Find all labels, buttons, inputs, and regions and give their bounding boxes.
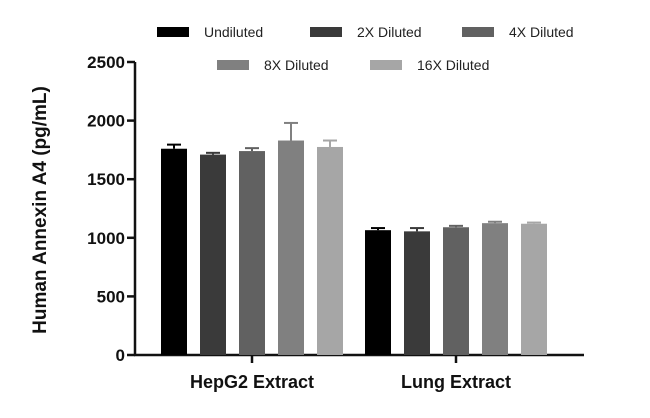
- legend-swatch: [217, 60, 249, 70]
- legend-swatch: [462, 27, 494, 37]
- bar: [278, 140, 304, 355]
- y-axis-title: Human Annexin A4 (pg/mL): [30, 86, 51, 334]
- bars: [161, 121, 547, 355]
- bar: [365, 230, 391, 355]
- y-axis: 0 500 1000 1500 2000 2500: [87, 53, 137, 365]
- legend: Undiluted 2X Diluted 4X Diluted 8X Diluted 1…: [157, 24, 574, 73]
- y-tick-label: 1000: [87, 229, 125, 248]
- legend-label: 4X Diluted: [509, 24, 574, 40]
- legend-label: 8X Diluted: [264, 57, 329, 73]
- x-axis: HepG2 Extract Lung Extract: [134, 353, 584, 392]
- legend-swatch: [157, 27, 189, 37]
- y-tick-label: 1500: [87, 170, 125, 189]
- bar: [317, 146, 343, 355]
- legend-label: Undiluted: [204, 24, 263, 40]
- y-tick-label: 2500: [87, 53, 125, 72]
- legend-swatch: [310, 27, 342, 37]
- bar: [239, 151, 265, 355]
- y-tick-label: 500: [97, 287, 125, 306]
- legend-label: 16X Diluted: [417, 57, 489, 73]
- legend-label: 2X Diluted: [357, 24, 422, 40]
- x-category-label: Lung Extract: [401, 372, 511, 392]
- bar: [443, 227, 469, 355]
- y-tick-label: 2000: [87, 112, 125, 131]
- x-category-label: HepG2 Extract: [190, 372, 314, 392]
- bar: [482, 223, 508, 355]
- bar: [521, 223, 547, 355]
- legend-swatch: [370, 60, 402, 70]
- bar: [200, 154, 226, 355]
- bar: [404, 231, 430, 355]
- y-tick-label: 0: [116, 346, 125, 365]
- bar: [161, 148, 187, 355]
